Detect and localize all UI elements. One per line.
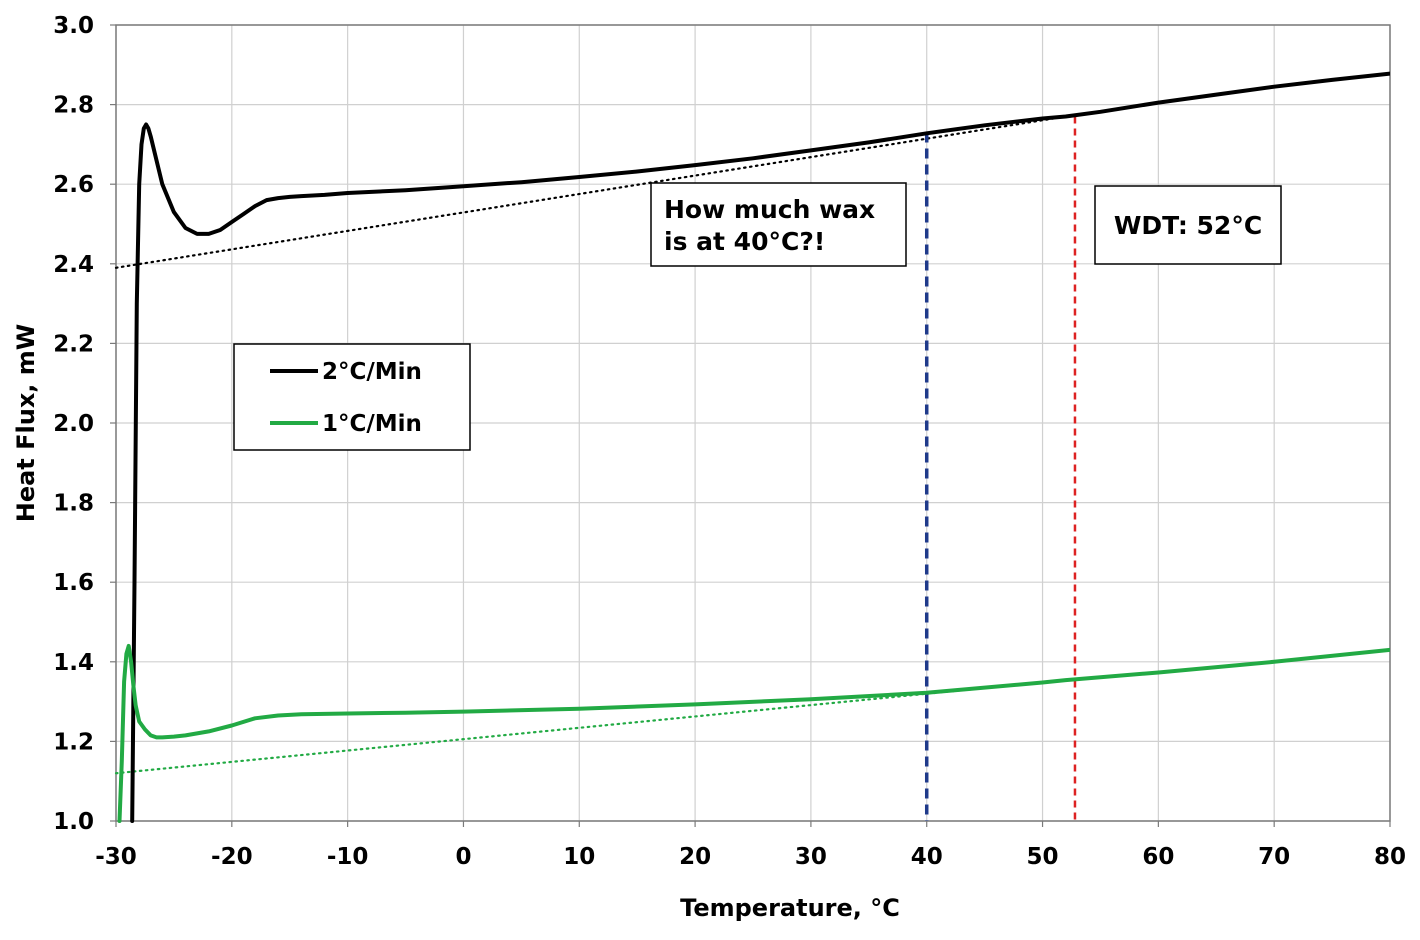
annotation-wax-box [650,182,907,267]
baselines [114,115,1067,775]
x-tick-label-30: -30 [95,844,137,870]
annotation-wax-question: How much wax is at 40°C?! [650,182,907,267]
y-tick-label-2-2: 2.2 [53,331,94,357]
x-tick-label-50: 50 [1027,844,1059,870]
y-tick-label-1-8: 1.8 [53,491,94,517]
y-tick-label-2-6: 2.6 [53,172,94,198]
y-tick-label-3: 3.0 [53,13,94,39]
legend-label-2c-min: 2°C/Min [322,359,422,385]
legend-label-1c-min: 1°C/Min [322,411,422,437]
series-lines [117,71,1390,823]
annotation-wax-line-2: is at 40°C?! [664,227,825,256]
y-tick-label-1: 1.0 [53,809,94,835]
x-tick-label-60: 60 [1142,844,1174,870]
reference-lines [924,116,1077,821]
annotation-wax-line-1: How much wax [664,195,875,224]
y-tick-label-1-4: 1.4 [53,650,94,676]
x-tick-label-40: 40 [911,844,943,870]
annotation-wdt-label: WDT: 52°C [1114,211,1262,240]
y-tick-label-1-2: 1.2 [53,729,94,755]
legend-box [233,343,471,451]
y-tick-labels: 1.0 1.2 1.4 1.6 1.8 2.0 2.2 2.4 2.6 2.8 3.0 [53,13,116,835]
baseline-2-c-min [114,115,1067,269]
legend: 2°C/Min 1°C/Min [233,343,471,451]
y-tick-label-2: 2.0 [53,411,94,437]
x-tick-label-30: 30 [795,844,827,870]
y-axis-title: Heat Flux, mW [12,324,40,523]
x-tick-label-0: 0 [455,844,471,870]
x-tick-label-20: -20 [211,844,253,870]
x-tick-label-10: 10 [563,844,595,870]
series-line-2-c-min [130,71,1390,823]
y-tick-label-2-4: 2.4 [53,252,94,278]
y-tick-label-1-6: 1.6 [53,570,94,596]
annotation-wdt-box [1094,185,1282,265]
x-tick-labels: -30 -20 -10 0 10 20 30 40 50 60 70 80 [95,821,1406,870]
x-tick-label-80: 80 [1374,844,1406,870]
series-line-1-c-min [117,643,1390,823]
x-tick-label-20: 20 [679,844,711,870]
x-axis-title: Temperature, °C [680,894,900,922]
y-tick-label-2-8: 2.8 [53,93,94,119]
x-tick-label-10: -10 [327,844,369,870]
x-tick-label-70: 70 [1258,844,1290,870]
annotation-wdt: WDT: 52°C [1094,185,1282,265]
